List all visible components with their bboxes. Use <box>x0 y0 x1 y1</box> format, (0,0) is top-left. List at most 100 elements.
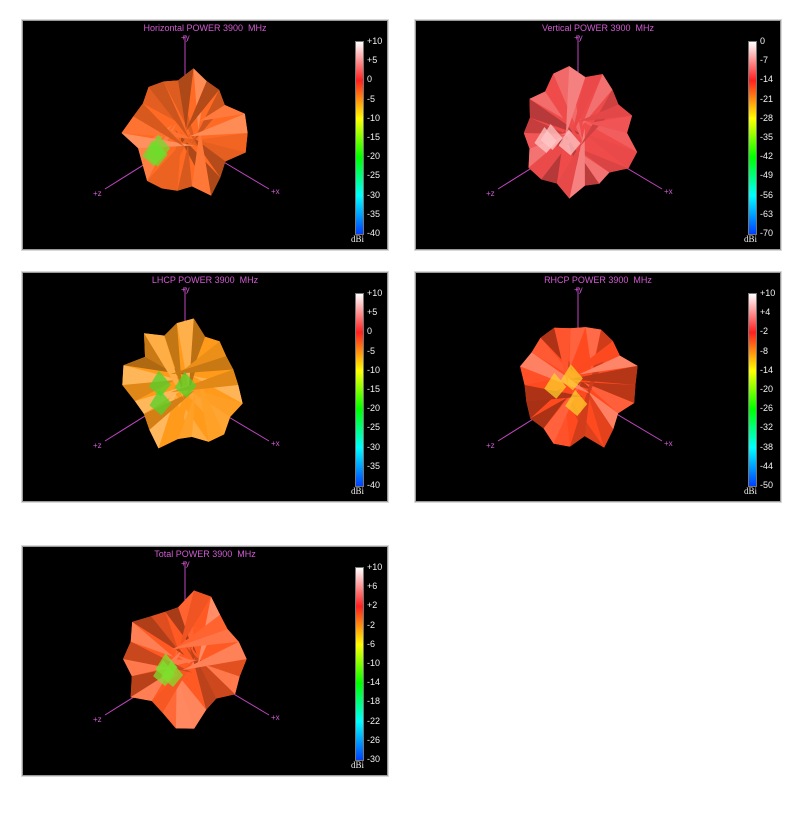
pattern-facet <box>170 356 234 375</box>
pattern-facet <box>189 645 217 710</box>
pattern-facet <box>583 133 638 169</box>
colorbar-tick-label: +5 <box>367 55 378 66</box>
colorbar-tick-label: +4 <box>760 307 771 318</box>
pattern-facet <box>578 355 638 375</box>
pattern-facet <box>143 390 195 430</box>
chart-title: RHCP POWER 3900 MHz <box>544 275 652 285</box>
pattern-facet <box>197 376 225 442</box>
axis-label-z: +z <box>486 189 495 198</box>
colorbar-tick-label: -8 <box>760 345 769 356</box>
pattern-facet <box>178 590 212 650</box>
colorbar-tick-label: -35 <box>760 132 774 142</box>
axis-label-x: +x <box>271 187 280 196</box>
pattern-facet <box>175 133 248 153</box>
pattern-facet <box>199 105 245 122</box>
pattern-facet <box>171 629 239 650</box>
pattern-facet <box>177 145 193 191</box>
pattern-facet <box>132 616 185 656</box>
pattern-plot <box>104 35 270 196</box>
chart-title: Horizontal POWER 3900 MHz <box>143 23 267 33</box>
pattern-facet <box>133 103 186 148</box>
pattern-facet <box>575 146 629 173</box>
colorbar-tick-label: +10 <box>367 36 383 46</box>
pattern-facet <box>173 662 195 729</box>
colorbar-tick-label: -32 <box>760 422 774 433</box>
radiation-pattern-surface <box>122 318 243 449</box>
colorbar-tick-label: -20 <box>367 403 381 414</box>
pattern-facet <box>185 645 236 699</box>
colorbar-tick-label: -30 <box>367 754 381 764</box>
pattern-plot <box>497 35 663 199</box>
pattern-facet <box>189 113 248 137</box>
axis-label-y: +y <box>574 33 583 42</box>
pattern-facet <box>130 621 174 657</box>
axis-label-z: +z <box>93 189 102 198</box>
colorbar-tick-label: +5 <box>367 307 378 318</box>
colorbar-tick-label: -18 <box>367 696 381 707</box>
pattern-facet <box>569 341 620 375</box>
axis-label-x: +x <box>271 439 280 448</box>
colorbar-tick-label: +10 <box>367 288 383 298</box>
colorbar-tick-label: -25 <box>367 422 381 433</box>
pattern-facet <box>188 318 206 395</box>
pattern-panel-3: LHCP POWER 3900 MHz +y +x +z +10 +5 0 -5 -10 -15 -… <box>21 271 389 503</box>
axis-label-y: +y <box>181 285 190 294</box>
colorbar-unit: dBi <box>351 760 365 770</box>
colorbar-unit: dBi <box>744 234 758 244</box>
colorbar <box>748 41 757 235</box>
axis-label-y: +y <box>181 33 190 42</box>
colorbar-tick-label: -50 <box>760 480 774 490</box>
pattern-panel-5: Total POWER 3900 MHz +y +x +z +10 +6 +2 -2 -6 -10… <box>21 545 389 777</box>
colorbar-tick-label: +2 <box>367 600 378 611</box>
colorbar-tick-label: -10 <box>367 658 381 668</box>
pattern-highlight <box>142 140 165 167</box>
axis-label-x: +x <box>271 713 280 722</box>
colorbar <box>748 293 757 487</box>
colorbar-tick-label: +6 <box>367 581 378 592</box>
colorbar-tick-label: -5 <box>367 93 376 104</box>
pattern-highlight <box>155 653 178 680</box>
colorbar-tick-label: -7 <box>760 55 769 66</box>
axis-label-y: +y <box>181 559 190 568</box>
colorbar-tick-label: -20 <box>367 151 381 162</box>
pattern-facet <box>569 365 638 385</box>
pattern-facet <box>585 327 602 371</box>
colorbar-tick-label: -15 <box>367 384 381 394</box>
pattern-facet <box>587 390 619 430</box>
pattern-highlight <box>149 389 172 416</box>
pattern-facet <box>144 333 184 399</box>
pattern-highlight <box>540 123 563 150</box>
colorbar-tick-label: -14 <box>760 74 774 85</box>
pattern-facet <box>588 115 633 133</box>
chart-title: Vertical POWER 3900 MHz <box>541 23 655 33</box>
pattern-facet <box>192 128 212 196</box>
axis-label-x: +x <box>664 187 673 196</box>
colorbar <box>355 293 364 487</box>
pattern-plot <box>104 561 270 729</box>
colorbar-tick-label: -40 <box>367 228 381 238</box>
colorbar-tick-label: -10 <box>367 112 381 123</box>
colorbar-tick-label: -2 <box>367 619 376 630</box>
pattern-highlight <box>565 389 588 416</box>
pattern-facet <box>545 73 580 143</box>
colorbar-tick-label: -28 <box>760 112 774 123</box>
colorbar-tick-label: -14 <box>367 677 381 688</box>
colorbar-tick-label: -56 <box>760 189 774 200</box>
colorbar-tick-label: -70 <box>760 228 774 238</box>
colorbar-tick-label: -44 <box>760 460 774 471</box>
pattern-facet <box>178 590 195 651</box>
colorbar <box>355 567 364 761</box>
axis-label-y: +y <box>574 285 583 294</box>
chart-title: Total POWER 3900 MHz <box>154 549 256 559</box>
radiation-pattern-surface <box>123 590 247 729</box>
colorbar-tick-label: -25 <box>367 170 381 181</box>
radiation-pattern-surface <box>523 66 638 199</box>
pattern-facet <box>163 80 198 147</box>
pattern-facet <box>586 389 614 448</box>
colorbar-tick-label: -35 <box>367 208 381 219</box>
pattern-panel-4: RHCP POWER 3900 MHz +y +x +z +10 +4 -2 -8 -14 -20… <box>414 271 782 503</box>
colorbar-tick-label: -63 <box>760 208 774 219</box>
axis-label-z: +z <box>486 441 495 450</box>
colorbar-tick-label: -26 <box>367 734 381 745</box>
pattern-facet <box>565 66 586 136</box>
